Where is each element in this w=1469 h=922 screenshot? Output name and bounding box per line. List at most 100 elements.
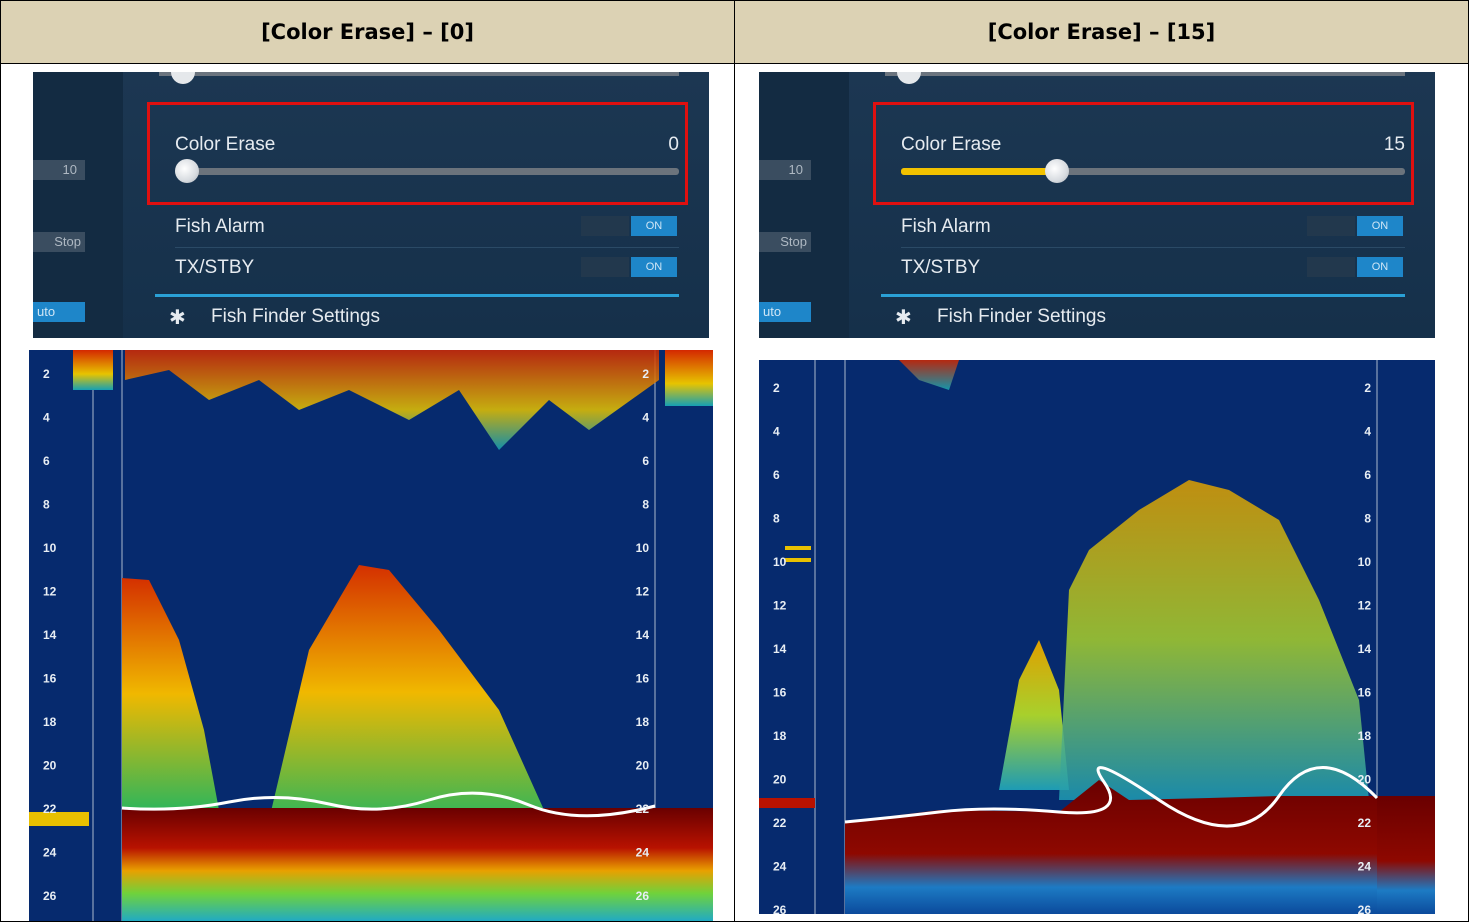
- depth-tick-label: 8: [642, 498, 649, 512]
- color-erase-slider[interactable]: [901, 168, 1405, 175]
- previous-slider-track[interactable]: [885, 72, 1405, 76]
- side-value-box[interactable]: 10: [759, 160, 811, 180]
- depth-tick-label: 16: [43, 672, 57, 686]
- depth-tick-label: 22: [1358, 816, 1372, 830]
- comparison-cell-left: 10 Stop uto Color Erase 0 Fish Alarm: [0, 63, 735, 922]
- row-separator: [901, 247, 1405, 248]
- fish-finder-settings-link[interactable]: Fish Finder Settings: [937, 306, 1106, 327]
- depth-tick-label: 26: [43, 889, 57, 903]
- depth-tick-label: 10: [1358, 555, 1372, 569]
- highlight-box: [147, 102, 688, 205]
- gear-icon: ✱: [169, 305, 186, 329]
- depth-tick-label: 22: [636, 802, 650, 816]
- gear-icon: ✱: [895, 305, 912, 329]
- toggle-off-segment: [1307, 216, 1355, 236]
- fish-alarm-toggle[interactable]: ON: [1307, 216, 1403, 236]
- depth-tick-label: 4: [43, 411, 50, 425]
- depth-tick-label: 22: [773, 816, 787, 830]
- tx-stby-toggle[interactable]: ON: [1307, 257, 1403, 277]
- comparison-cell-right: 10 Stop uto Color Erase 15 Fish Alarm: [734, 63, 1469, 922]
- depth-tick-label: 4: [642, 411, 649, 425]
- section-divider: [155, 294, 679, 297]
- depth-tick-label: 12: [636, 585, 650, 599]
- fish-finder-settings-link[interactable]: Fish Finder Settings: [211, 306, 380, 327]
- depth-tick-label: 18: [43, 715, 57, 729]
- side-stop-box[interactable]: Stop: [33, 232, 85, 252]
- depth-tick-label: 2: [43, 367, 50, 381]
- column-header-right: [Color Erase] – [15]: [734, 0, 1469, 64]
- surface-echo-right: [665, 350, 713, 406]
- surface-clutter: [899, 360, 959, 390]
- echo-marker: [785, 546, 811, 550]
- depth-tick-label: 26: [1358, 903, 1372, 914]
- surface-clutter: [125, 350, 659, 450]
- depth-tick-label: 16: [636, 672, 650, 686]
- depth-tick-label: 6: [642, 454, 649, 468]
- depth-tick-label: 20: [636, 759, 650, 773]
- depth-tick-label: 18: [636, 715, 650, 729]
- toggle-on-segment: ON: [631, 216, 677, 236]
- fish-school: [122, 578, 219, 810]
- bottom-line: [121, 791, 656, 818]
- settings-panel: 10 Stop uto Color Erase 0 Fish Alarm: [33, 72, 709, 338]
- tx-stby-label: TX/STBY: [901, 257, 981, 278]
- toggle-on-segment: ON: [631, 257, 677, 277]
- echogram-left: 2 2 4 4 6 6 8 8 10 10 12 12 14 14 16 16 18 18 20 20 22 22 24 24…: [29, 350, 713, 921]
- depth-tick-label: 24: [773, 860, 787, 874]
- depth-tick-label: 20: [43, 759, 57, 773]
- side-stop-box[interactable]: Stop: [759, 232, 811, 252]
- fish-school: [269, 565, 544, 820]
- fish-alarm-toggle[interactable]: ON: [581, 216, 677, 236]
- bottom-line: [844, 766, 1379, 828]
- color-erase-slider-knob[interactable]: [175, 159, 199, 183]
- depth-tick-label: 4: [773, 425, 780, 439]
- depth-tick-label: 8: [43, 498, 50, 512]
- side-auto-box[interactable]: uto: [33, 302, 85, 322]
- depth-tick-label: 2: [773, 381, 780, 395]
- depth-tick-label: 24: [1358, 860, 1372, 874]
- side-strip: [33, 72, 123, 338]
- toggle-off-segment: [581, 216, 629, 236]
- toggle-on-segment: ON: [1357, 257, 1403, 277]
- section-divider: [881, 294, 1405, 297]
- side-auto-box[interactable]: uto: [759, 302, 811, 322]
- depth-tick-label: 18: [1358, 729, 1372, 743]
- seabed-echo: [1377, 796, 1435, 914]
- depth-tick-label: 2: [642, 367, 649, 381]
- tx-stby-label: TX/STBY: [175, 257, 255, 278]
- color-erase-slider-fill: [901, 168, 1057, 175]
- depth-tick-label: 16: [1358, 686, 1372, 700]
- toggle-on-segment: ON: [1357, 216, 1403, 236]
- color-erase-slider-knob[interactable]: [1045, 159, 1069, 183]
- surface-echo-left: [73, 350, 113, 390]
- seabed-echo: [845, 780, 1377, 914]
- color-erase-label: Color Erase: [901, 134, 1002, 155]
- depth-tick-label: 12: [773, 599, 787, 613]
- depth-tick-label: 4: [1364, 425, 1371, 439]
- color-erase-slider[interactable]: [175, 168, 679, 175]
- depth-tick-label: 20: [1358, 773, 1372, 787]
- previous-slider-knob[interactable]: [897, 72, 921, 84]
- toggle-off-segment: [1307, 257, 1355, 277]
- color-erase-label: Color Erase: [175, 134, 276, 155]
- toggle-off-segment: [581, 257, 629, 277]
- depth-tick-label: 6: [773, 468, 780, 482]
- depth-tick-label: 8: [1364, 512, 1371, 526]
- previous-slider-track[interactable]: [159, 72, 679, 76]
- seabed-echo: [655, 808, 713, 921]
- depth-tick-label: 2: [1364, 381, 1371, 395]
- row-separator: [175, 247, 679, 248]
- previous-slider-knob[interactable]: [171, 72, 195, 84]
- depth-tick-label: 24: [636, 846, 650, 860]
- fish-alarm-label: Fish Alarm: [901, 216, 991, 237]
- bottom-marker: [29, 812, 89, 826]
- bottom-marker: [759, 798, 815, 808]
- depth-tick-label: 6: [1364, 468, 1371, 482]
- depth-tick-label: 16: [773, 686, 787, 700]
- side-value-box[interactable]: 10: [33, 160, 85, 180]
- tx-stby-toggle[interactable]: ON: [581, 257, 677, 277]
